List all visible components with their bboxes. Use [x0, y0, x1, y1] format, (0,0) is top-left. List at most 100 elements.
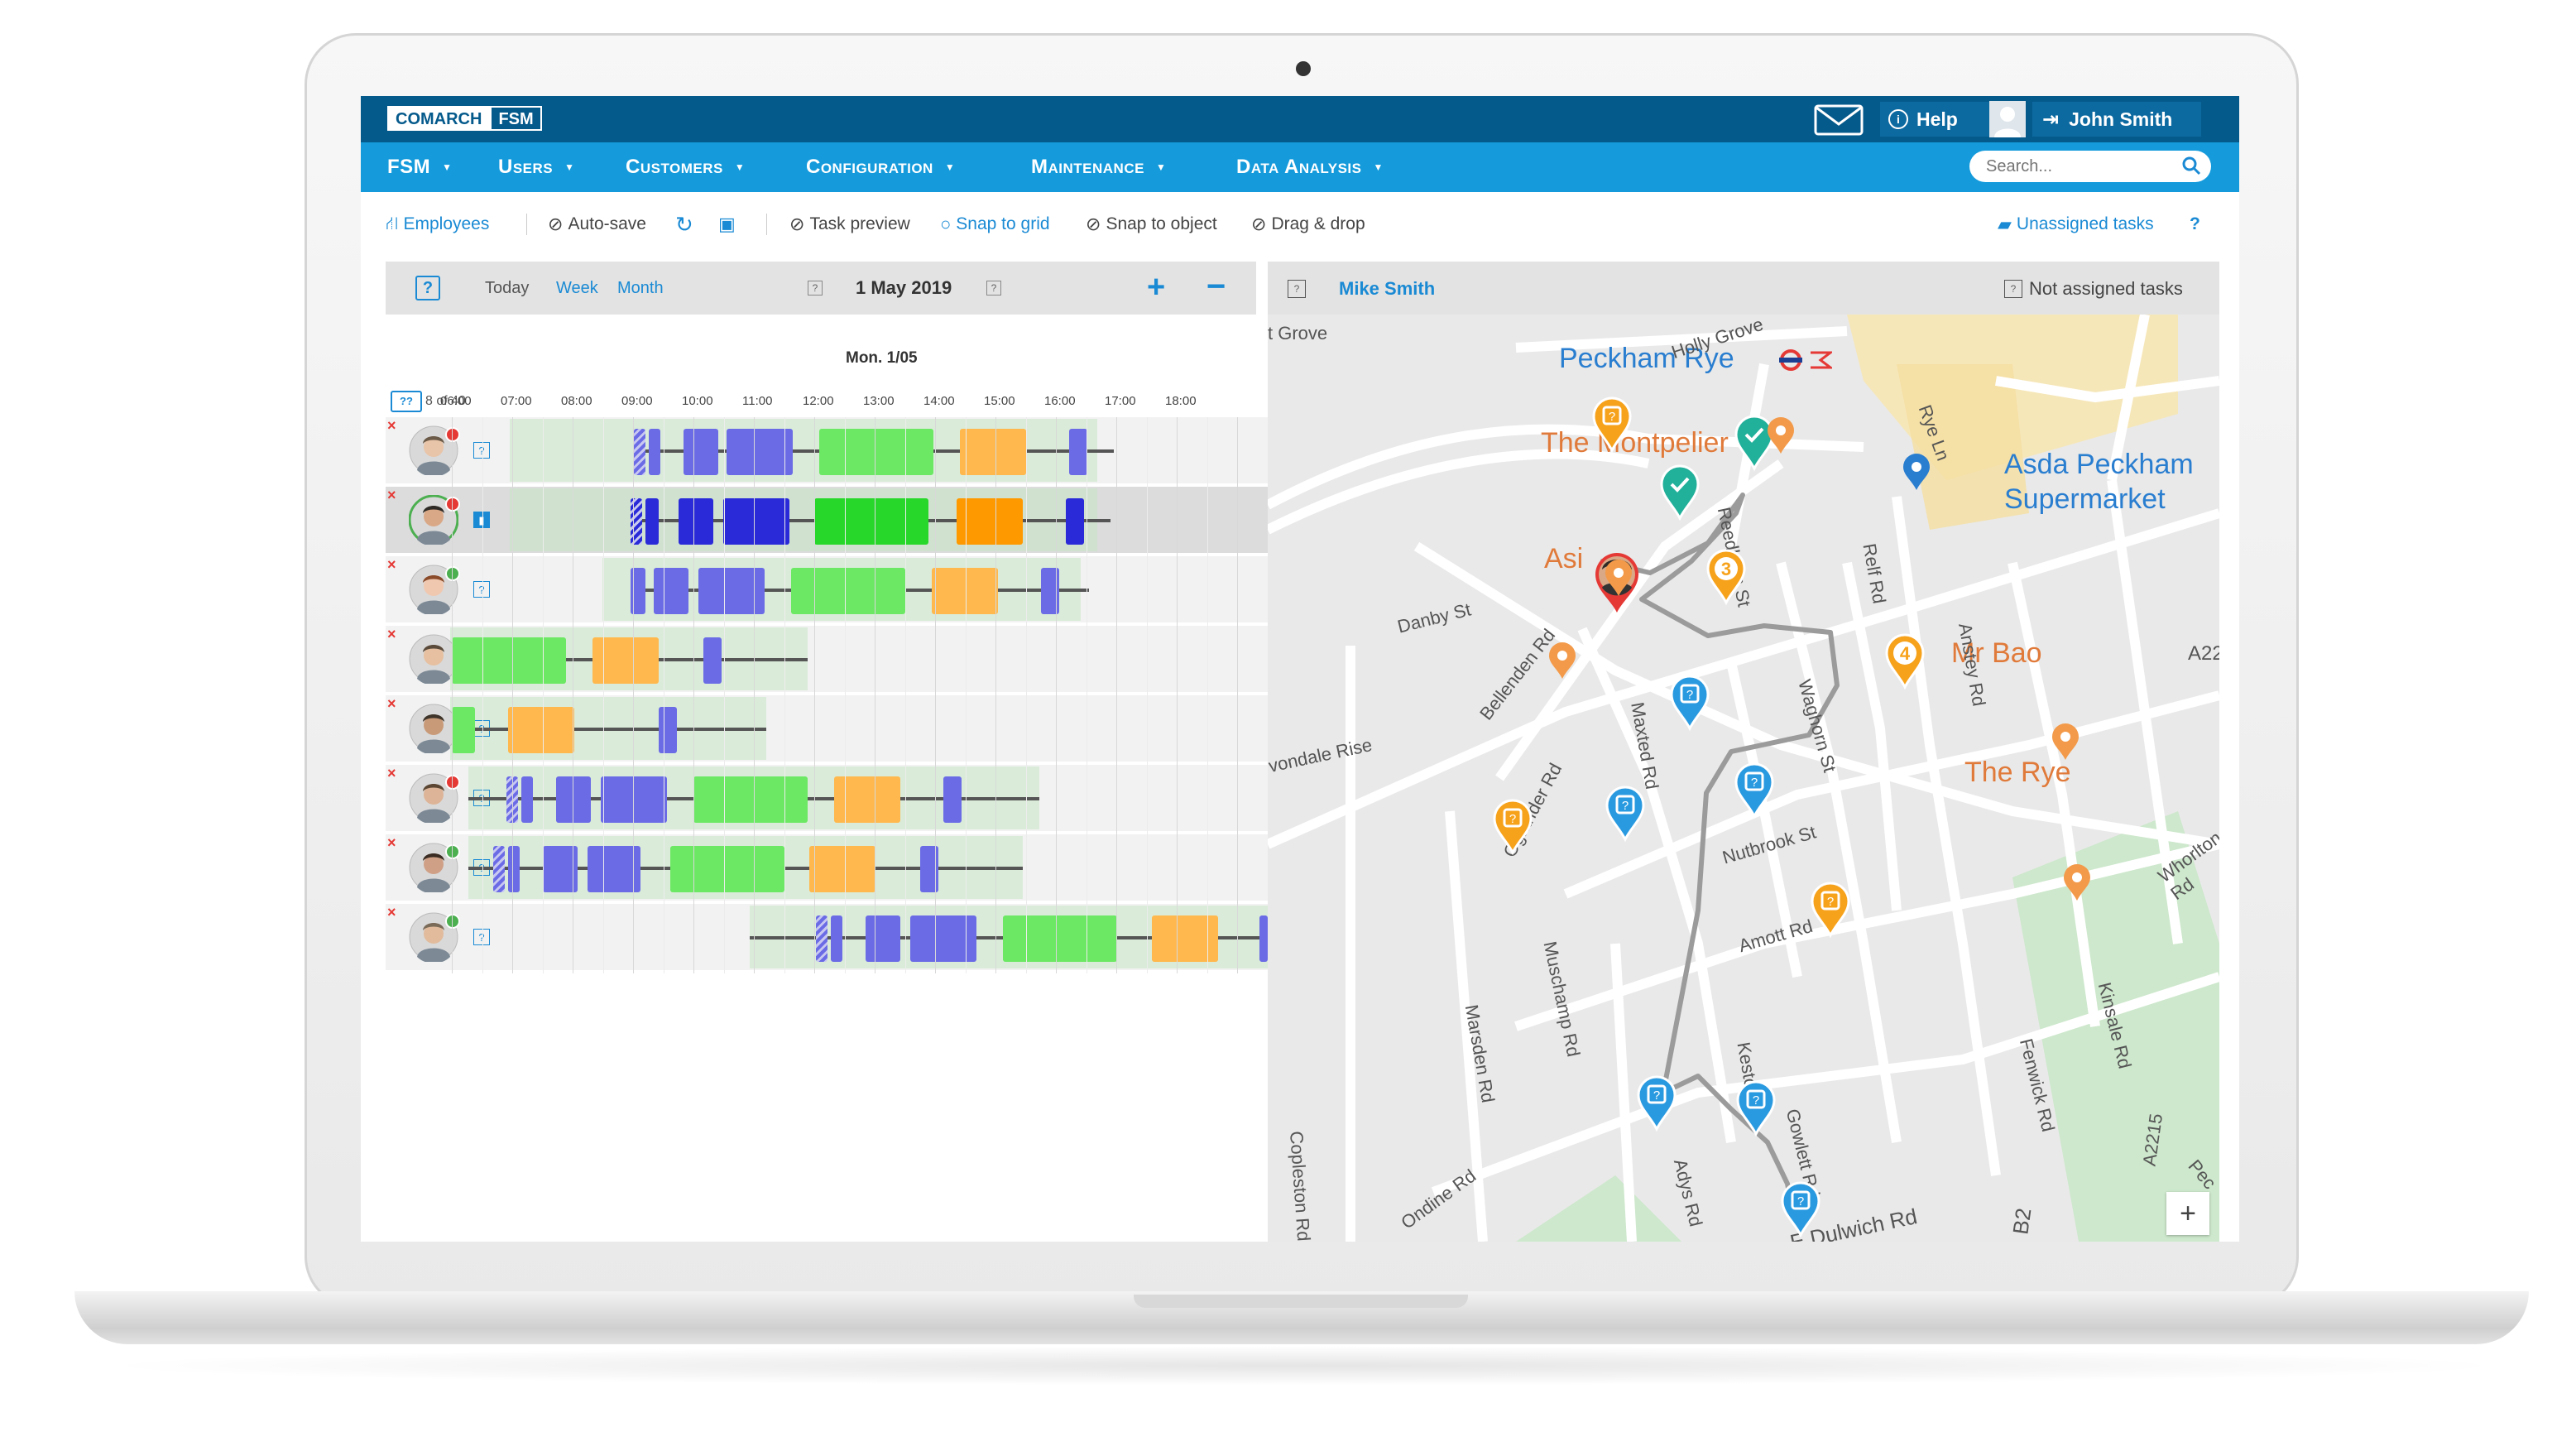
task-block-purple[interactable] — [543, 846, 578, 892]
task-block-green[interactable] — [670, 846, 784, 892]
zoom-out-button[interactable]: − — [1206, 268, 1226, 305]
task-block-green[interactable] — [1003, 915, 1117, 962]
question-icon[interactable]: ? — [415, 276, 440, 300]
employee-avatar[interactable] — [409, 634, 458, 684]
search-icon[interactable] — [2181, 156, 2201, 175]
task-block-purple[interactable] — [649, 429, 660, 475]
help-question-button[interactable]: ? — [2190, 214, 2200, 233]
task-block-purple[interactable] — [866, 915, 900, 962]
task-block-purple[interactable] — [723, 498, 789, 545]
task-block-purple[interactable] — [654, 568, 688, 614]
task-pin-icon[interactable]: ? — [1731, 762, 1777, 819]
task-block-purple[interactable] — [601, 776, 667, 823]
task-cluster-pin-icon[interactable]: 3 — [1703, 548, 1749, 606]
task-block-purple[interactable] — [943, 776, 962, 823]
employee-filter-icon[interactable]: ?? — [391, 391, 422, 412]
nav-customers[interactable]: Customers ▼ — [626, 142, 745, 192]
route-map[interactable]: Peckham Rye The Montpelier Asda Peckham … — [1268, 315, 2219, 1242]
user-avatar[interactable] — [1989, 101, 2026, 137]
task-block-purple[interactable] — [521, 776, 533, 823]
task-block-green[interactable] — [814, 498, 928, 545]
task-cluster-pin-icon[interactable]: 4 — [1882, 632, 1928, 690]
remove-employee-icon[interactable]: × — [387, 626, 396, 642]
task-pin-icon[interactable]: ? — [1633, 1074, 1680, 1132]
today-button[interactable]: Today — [485, 279, 530, 297]
task-pin-icon[interactable]: ? — [1589, 396, 1635, 454]
task-block-purple[interactable] — [920, 846, 938, 892]
task-block-purple[interactable] — [556, 776, 591, 823]
task-block-orange[interactable] — [1152, 915, 1218, 962]
search-input[interactable] — [1984, 156, 2178, 177]
travel-block[interactable] — [634, 429, 645, 475]
remove-employee-icon[interactable]: × — [387, 417, 396, 434]
not-assigned-icon[interactable]: ? — [2004, 280, 2022, 298]
task-block-purple[interactable] — [1041, 568, 1059, 614]
map-zoom-in-button[interactable]: + — [2166, 1192, 2209, 1235]
drag-drop-toggle[interactable]: ⊘ Drag & drop — [1251, 212, 1365, 237]
task-block-green[interactable] — [452, 637, 566, 684]
task-block-purple[interactable] — [679, 498, 713, 545]
not-assigned-label[interactable]: Not assigned tasks — [2029, 278, 2183, 299]
remove-employee-icon[interactable]: × — [387, 904, 396, 920]
task-block-purple[interactable] — [684, 429, 718, 475]
remove-employee-icon[interactable]: × — [387, 487, 396, 503]
task-block-green[interactable] — [791, 568, 905, 614]
employees-button[interactable]: ⛙ Employees — [386, 212, 489, 237]
task-block-purple[interactable] — [588, 846, 640, 892]
task-block-purple[interactable] — [727, 429, 793, 475]
unassigned-tasks-button[interactable]: ▰ Unassigned tasks — [1998, 212, 2154, 237]
travel-block[interactable] — [493, 846, 505, 892]
week-button[interactable]: Week — [556, 279, 598, 297]
nav-fsm[interactable]: FSM ▼ — [387, 142, 453, 192]
task-pin-icon[interactable]: ? — [1602, 785, 1648, 843]
task-block-orange[interactable] — [809, 846, 875, 892]
task-block-purple[interactable] — [659, 707, 677, 753]
employee-avatar[interactable] — [409, 704, 458, 753]
remove-employee-icon[interactable]: × — [387, 834, 396, 851]
nav-data-analysis[interactable]: Data Analysis ▼ — [1236, 142, 1384, 192]
help-button[interactable]: i Help — [1880, 102, 1996, 137]
question-icon[interactable]: ? — [473, 581, 490, 598]
task-block-orange[interactable] — [960, 429, 1026, 475]
next-day-icon[interactable]: ? — [986, 281, 1001, 296]
task-block-purple[interactable] — [1259, 915, 1268, 962]
map-view-icon[interactable]: ▮ — [473, 512, 490, 528]
remove-employee-icon[interactable]: × — [387, 765, 396, 781]
question-icon[interactable]: ? — [473, 442, 490, 459]
task-pin-icon[interactable]: ? — [1489, 798, 1536, 856]
task-block-orange[interactable] — [508, 707, 574, 753]
autosave-toggle[interactable]: ⊘ Auto-save — [548, 212, 646, 237]
mail-icon[interactable] — [1814, 104, 1864, 136]
app-logo[interactable]: COMARCH FSM — [387, 106, 542, 131]
month-button[interactable]: Month — [617, 279, 664, 297]
task-preview-toggle[interactable]: ⊘ Task preview — [789, 212, 910, 237]
snap-grid-toggle[interactable]: ○ Snap to grid — [940, 212, 1050, 237]
task-block-purple[interactable] — [698, 568, 765, 614]
task-block-purple[interactable] — [1066, 498, 1084, 545]
map-filter-icon[interactable]: ? — [1288, 280, 1306, 298]
task-block-green[interactable] — [452, 707, 475, 753]
task-block-purple[interactable] — [631, 568, 645, 614]
task-block-purple[interactable] — [910, 915, 976, 962]
refresh-button[interactable]: ↻ — [675, 212, 698, 237]
nav-maintenance[interactable]: Maintenance ▼ — [1031, 142, 1166, 192]
nav-configuration[interactable]: Configuration ▼ — [806, 142, 955, 192]
task-pin-icon[interactable]: ? — [1807, 881, 1854, 939]
task-block-orange[interactable] — [957, 498, 1023, 545]
remove-employee-icon[interactable]: × — [387, 695, 396, 712]
nav-users[interactable]: Users ▼ — [498, 142, 575, 192]
zoom-in-button[interactable]: + — [1147, 270, 1166, 305]
completed-task-pin-icon[interactable] — [1657, 464, 1703, 521]
question-icon[interactable]: ? — [473, 929, 490, 945]
selected-employee[interactable]: Mike Smith — [1339, 278, 1436, 299]
remove-employee-icon[interactable]: × — [387, 556, 396, 573]
task-block-green[interactable] — [693, 776, 808, 823]
task-block-purple[interactable] — [1069, 429, 1087, 475]
task-block-purple[interactable] — [508, 846, 520, 892]
prev-day-icon[interactable]: ? — [808, 281, 823, 296]
task-pin-icon[interactable]: ? — [1667, 674, 1713, 732]
task-pin-icon[interactable]: ? — [1777, 1180, 1824, 1238]
save-button[interactable]: ▣ — [718, 212, 741, 237]
logout-user-button[interactable]: ⇥ John Smith — [2032, 102, 2201, 137]
task-block-green[interactable] — [819, 429, 933, 475]
